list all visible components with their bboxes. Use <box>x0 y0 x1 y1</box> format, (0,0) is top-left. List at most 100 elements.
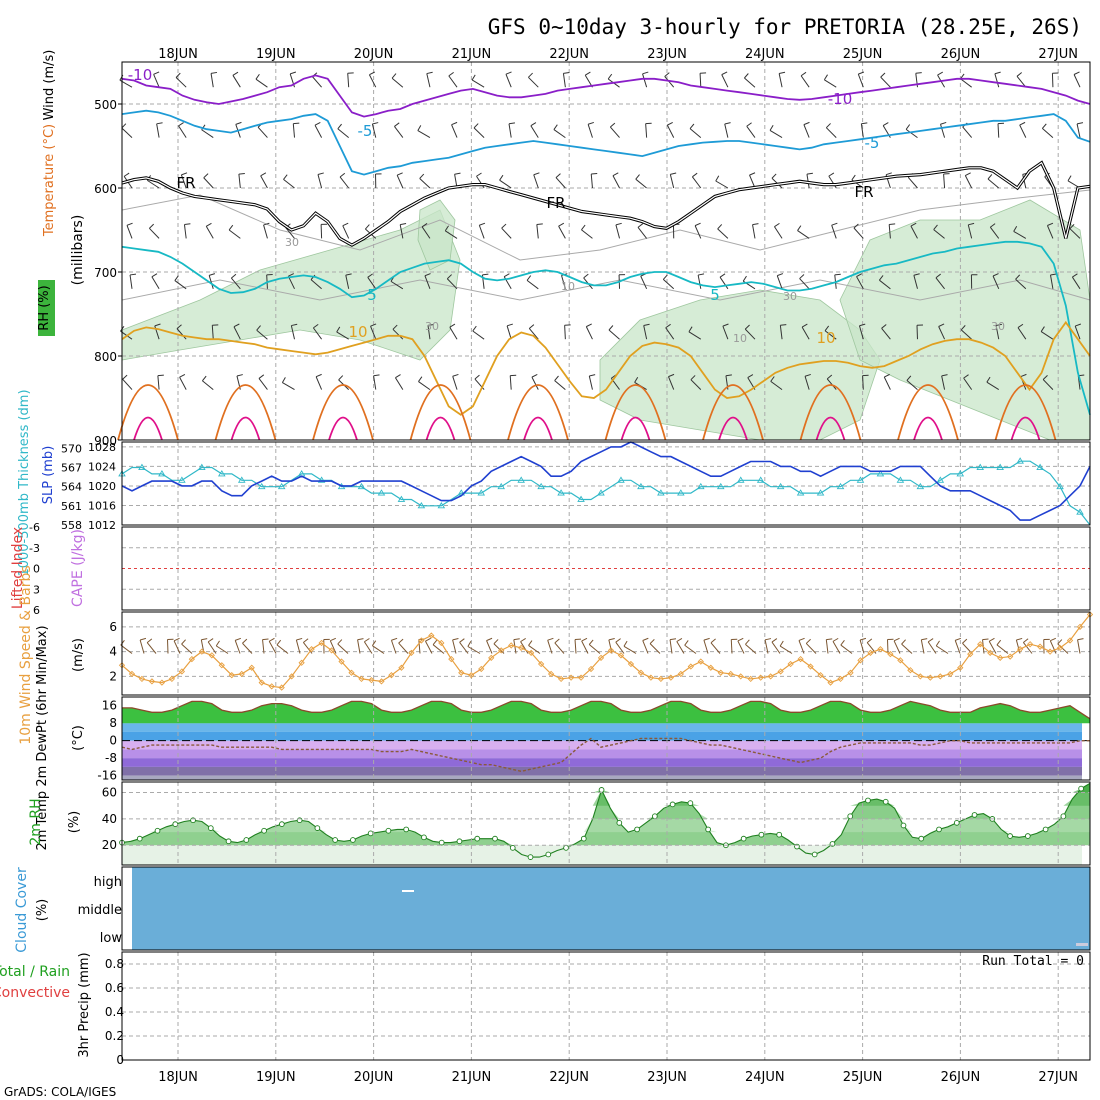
thickness-marker <box>497 482 506 490</box>
wind-barb <box>260 175 268 189</box>
wind-barb <box>691 176 702 189</box>
wind-barb-flag <box>667 121 673 126</box>
wind-barb <box>938 326 946 340</box>
warm-contour-bubble <box>702 384 764 441</box>
wind-barb <box>609 126 620 138</box>
rh2m-marker <box>740 835 747 842</box>
wind-barb <box>390 640 397 654</box>
wind-barb <box>564 325 566 340</box>
wind-barb-flag <box>832 637 839 642</box>
wind-barb <box>1074 325 1081 340</box>
wind-barb <box>371 123 377 138</box>
wind-barb-flag <box>1016 72 1022 77</box>
rh2m-marker <box>279 821 285 828</box>
wind-barb <box>292 123 296 138</box>
wind-speed-marker <box>877 646 884 653</box>
wind-barb-flag <box>804 373 811 377</box>
wind-barb-flag <box>452 373 459 377</box>
thickness-marker <box>976 463 985 470</box>
wind-barb-flag <box>901 639 906 645</box>
wind-barb-flag <box>910 222 917 227</box>
date-label-bottom: 25JUN <box>843 1070 883 1085</box>
wind-barb <box>859 639 865 654</box>
wind-barb <box>799 278 810 290</box>
date-label-bottom: 20JUN <box>354 1070 394 1085</box>
thickness-marker <box>158 470 166 477</box>
rh2m-marker <box>172 821 179 828</box>
wind-barb <box>312 76 322 88</box>
wind-barb-flag <box>146 638 153 644</box>
pressure-tick-label: 900 <box>94 434 117 448</box>
rh2m-marker <box>1042 826 1049 833</box>
wind-barb <box>233 326 241 340</box>
wind-barb <box>157 375 160 390</box>
wind-barb <box>553 129 566 139</box>
temperature-line <box>122 700 1091 720</box>
wind-speed-marker <box>318 639 325 647</box>
wind-barb-flag <box>851 174 856 181</box>
wind-barb <box>615 641 625 654</box>
wind-barb-flag <box>853 223 859 229</box>
wind-barb <box>208 275 214 289</box>
wind-speed-marker <box>298 659 305 666</box>
wind-barb-flag <box>721 71 728 76</box>
wind-barb <box>147 179 160 189</box>
wind-barb-flag <box>825 123 831 129</box>
rh2m-marker <box>634 826 640 833</box>
slp-line <box>121 441 1091 521</box>
thickness-marker <box>557 489 565 496</box>
wind-barb-flag <box>642 71 649 75</box>
wind-barb-flag <box>941 374 948 377</box>
wind-barb <box>528 76 539 88</box>
wind-barb-flag <box>670 172 677 175</box>
wind-barb-flag <box>749 172 756 176</box>
thickness-marker <box>856 476 865 483</box>
wind-barb <box>398 642 409 654</box>
wind-speed-marker <box>967 650 974 658</box>
wind-speed-marker <box>1026 641 1034 648</box>
wind-barb-flag <box>744 73 749 79</box>
wind-barb-flag <box>878 275 884 281</box>
wind-speed-marker <box>378 678 385 685</box>
wind-barb-flag <box>260 172 267 177</box>
wind-speed-marker <box>388 672 395 679</box>
thickness-marker <box>237 476 246 483</box>
wind-barb <box>881 328 891 340</box>
wind-barb-flag <box>444 225 449 232</box>
wind-barb <box>581 640 589 654</box>
wind-barb <box>1076 123 1081 138</box>
wind-barb <box>745 643 757 654</box>
wind-barb-flag <box>528 72 533 78</box>
rh-contour <box>121 189 1091 261</box>
wind-speed-marker <box>627 660 635 668</box>
wind-barb <box>933 229 945 239</box>
rh2m-marker <box>705 826 711 833</box>
temperature-axis-label-2m: 2m Temp 2m DewPt (6hr Min/Max) <box>35 625 50 850</box>
thickness-marker <box>437 501 446 509</box>
wind-barb-flag <box>151 273 158 278</box>
wind-barb <box>418 381 431 391</box>
rh2m-panel: 20 40 60 2m RH (%) <box>28 781 1091 866</box>
wind-barb-flag <box>215 640 220 647</box>
rh-base-band <box>122 845 1082 865</box>
wind-barb-flag <box>533 172 540 176</box>
thickness-tick-label: 561 <box>61 500 82 513</box>
thickness-marker <box>617 476 625 483</box>
rh2m-marker <box>811 851 818 858</box>
wind-barb <box>175 77 187 88</box>
rh2m-marker <box>882 798 889 805</box>
wind-barb-flag <box>1073 71 1080 75</box>
warm-contour-bubble <box>994 384 1057 441</box>
wind-barb-flag <box>432 639 438 646</box>
slp-axis-label: SLP (mb) <box>41 446 56 505</box>
wind-barb-flag <box>858 71 865 75</box>
hot-contour-bubble <box>523 416 553 441</box>
wind-barb-flag <box>448 71 454 77</box>
thickness-marker <box>1036 463 1044 470</box>
wind-barb <box>697 274 702 289</box>
wind-barb <box>153 74 160 88</box>
panel-frame <box>121 866 1091 951</box>
wind-barb <box>421 226 431 239</box>
wind-barb-flag <box>372 122 379 125</box>
wind-tick-label: 4 <box>109 645 117 659</box>
